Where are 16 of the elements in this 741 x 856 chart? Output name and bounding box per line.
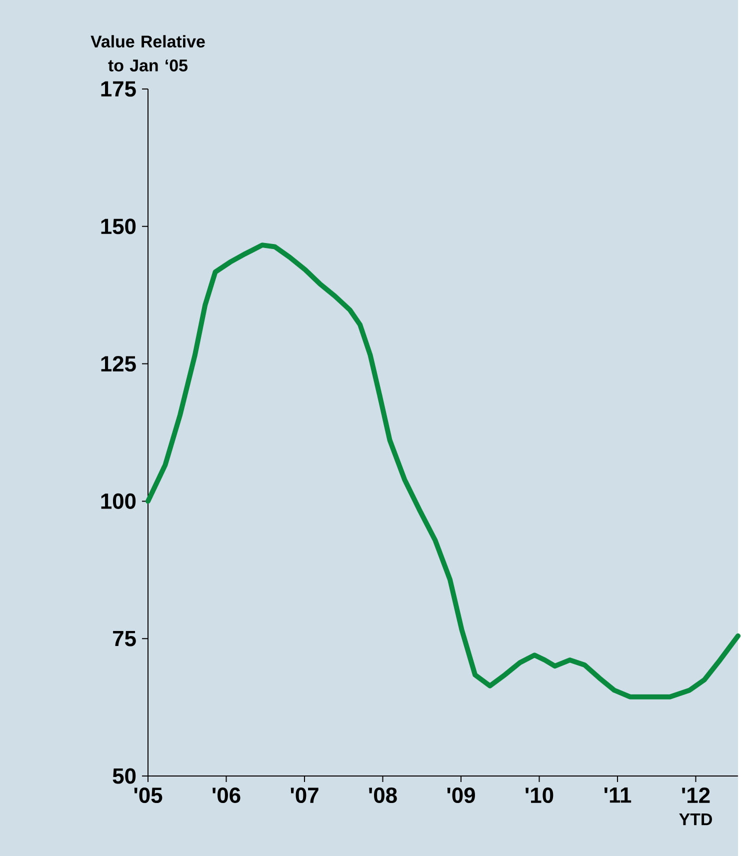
y-tick-label: 125: [102, 356, 136, 372]
x-tick-label: '12: [682, 788, 710, 803]
x-tick-label: '08: [369, 788, 398, 804]
x-tick-label: '09: [448, 788, 476, 804]
y-tick-label: 150: [102, 218, 136, 234]
x-tick-label: '10: [526, 788, 554, 804]
x-tick-label: '11: [604, 788, 632, 803]
x-tick-label: '07: [291, 788, 319, 804]
y-tick-label: 175: [102, 81, 136, 97]
x-tick-label: '05: [134, 788, 162, 804]
x-tick-label: '06: [212, 788, 241, 804]
y-axis-title: Value Relative to Jan ‘05: [90, 35, 206, 72]
y-tick-label: 50: [113, 768, 136, 784]
y-tick-label: 100: [102, 493, 136, 509]
text: YTD: [679, 814, 712, 826]
y-tick-label: 75: [113, 630, 136, 646]
